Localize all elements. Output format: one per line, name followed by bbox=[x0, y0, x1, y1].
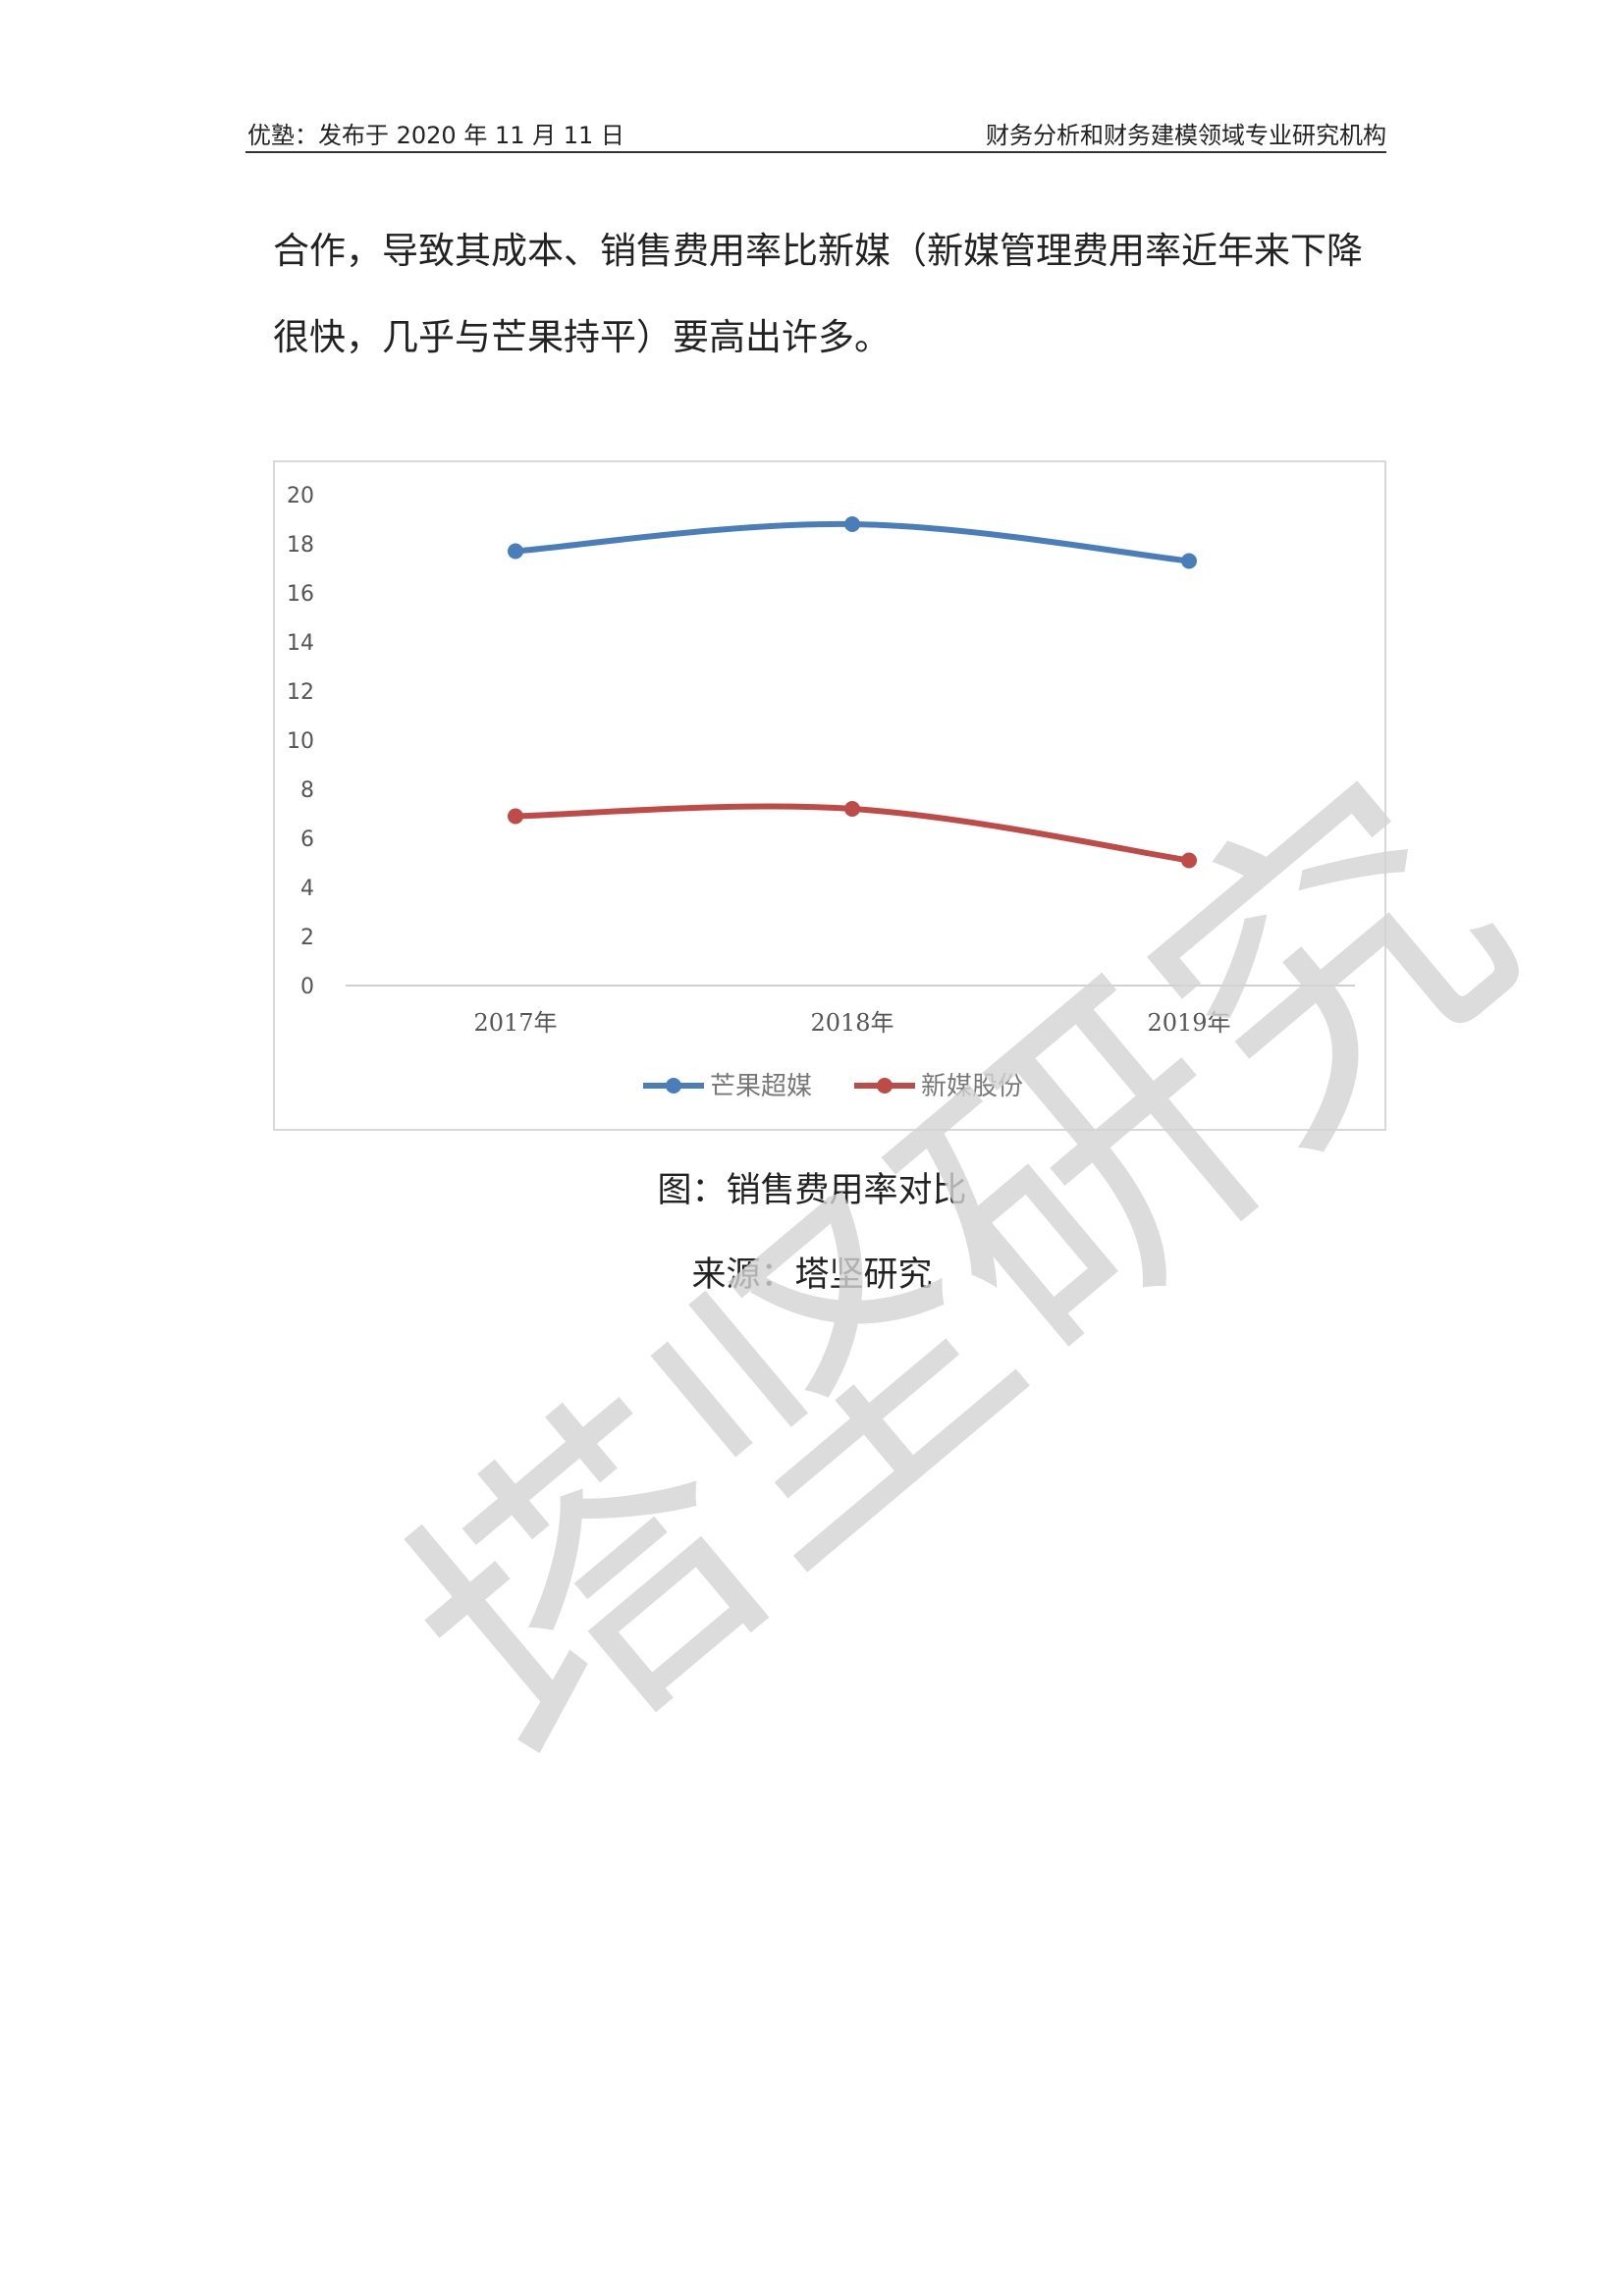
y-tick-label: 18 bbox=[287, 533, 314, 558]
header-date: 优塾：发布于 2020 年 11 月 11 日 bbox=[247, 122, 624, 149]
y-tick-label: 14 bbox=[287, 631, 314, 656]
body-paragraph: 合作，导致其成本、销售费用率比新媒（新媒管理费用率近年来下降很快，几乎与芒果持平… bbox=[273, 230, 1363, 358]
figure-caption: 图：销售费用率对比 bbox=[657, 1171, 967, 1210]
y-tick-label: 4 bbox=[300, 877, 314, 901]
x-tick-label: 2017年 bbox=[473, 1009, 557, 1037]
y-tick-label: 10 bbox=[287, 729, 314, 754]
legend-item-1: 芒果超媒 bbox=[710, 1072, 812, 1101]
y-tick-label: 20 bbox=[287, 484, 314, 508]
legend-marker-2 bbox=[877, 1078, 893, 1094]
line-chart: 0 2 4 6 8 10 12 14 16 18 20 2017年 2018年 2019年芒果超媒 新媒股份 bbox=[273, 460, 1386, 1131]
y-tick-label: 2 bbox=[300, 926, 314, 950]
x-tick-label: 2018年 bbox=[810, 1009, 893, 1037]
series-point-2 bbox=[508, 808, 523, 825]
legend-item-2: 新媒股份 bbox=[921, 1072, 1023, 1101]
y-tick-label: 8 bbox=[300, 778, 314, 803]
series-point-1 bbox=[508, 543, 523, 560]
y-tick-label: 16 bbox=[287, 582, 314, 607]
series-point-2 bbox=[844, 801, 860, 817]
y-tick-label: 6 bbox=[300, 828, 314, 852]
x-tick-label: 2019年 bbox=[1147, 1009, 1230, 1037]
y-tick-label: 12 bbox=[287, 680, 314, 705]
series-point-2 bbox=[1181, 852, 1197, 869]
series-point-1 bbox=[844, 516, 860, 532]
series-point-1 bbox=[1181, 553, 1197, 569]
legend-marker-1 bbox=[666, 1078, 681, 1094]
header-divider bbox=[245, 151, 1386, 153]
header-tagline: 财务分析和财务建模领域专业研究机构 bbox=[986, 122, 1386, 149]
y-tick-label: 0 bbox=[300, 975, 314, 999]
figure-source: 来源：塔坚研究 bbox=[691, 1255, 933, 1295]
